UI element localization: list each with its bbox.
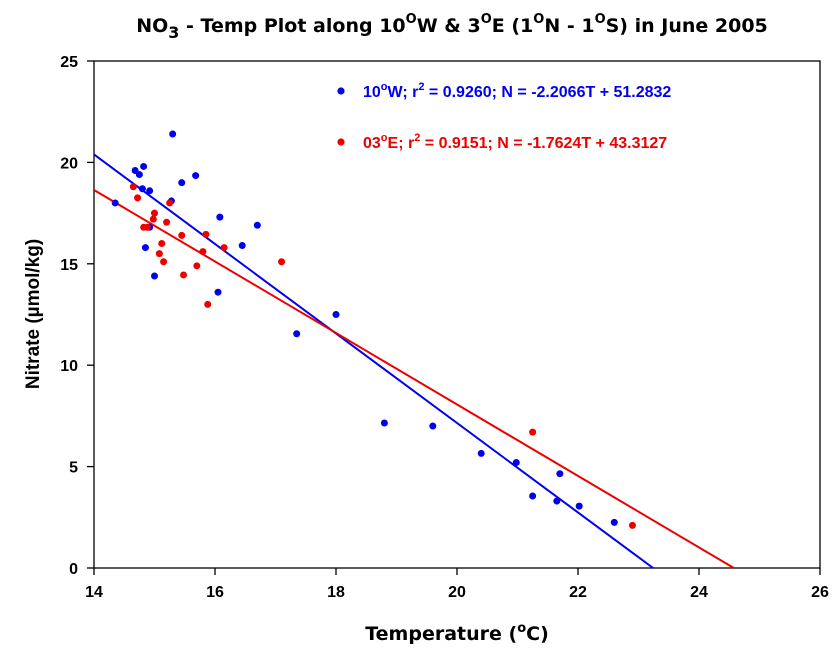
x-tick-label: 18 (327, 584, 345, 601)
regression-line-03e (93, 189, 735, 569)
data-point-03e (143, 223, 151, 231)
data-point-10w (138, 185, 146, 193)
data-point-03e (151, 209, 158, 217)
data-point-03e (158, 240, 166, 248)
data-point-10w (216, 213, 224, 221)
data-point-10w (141, 244, 149, 252)
data-point-10w (135, 171, 143, 179)
data-point-10w (529, 492, 537, 500)
data-point-03e (149, 215, 157, 223)
x-tick-label: 20 (448, 584, 466, 601)
data-point-03e (160, 258, 168, 266)
legend-marker-10w (337, 87, 345, 95)
legend-label-10w: 10oW; r2 = 0.9260; N = -2.2066T + 51.283… (363, 81, 671, 101)
data-point-03e (129, 183, 137, 191)
data-point-03e (193, 262, 201, 270)
data-point-10w (512, 459, 520, 467)
data-point-10w (111, 199, 119, 207)
x-tick-label: 16 (206, 584, 224, 601)
regression-line-10w (93, 153, 654, 569)
data-point-10w (553, 497, 561, 505)
x-tick-label: 24 (690, 584, 708, 601)
data-point-10w (140, 162, 148, 170)
chart-title: NO3 - Temp Plot along 10OW & 3OE (1ON - … (136, 12, 768, 42)
data-point-03e (202, 230, 210, 238)
data-point-03e (529, 428, 537, 436)
data-point-03e (178, 231, 186, 239)
y-tick-label: 20 (60, 155, 78, 172)
y-tick-label: 10 (60, 358, 78, 375)
data-point-03e (155, 250, 163, 258)
data-point-03e (199, 248, 207, 256)
data-point-10w (332, 311, 340, 318)
data-point-03e (204, 300, 212, 308)
legend-label-03e: 03oE; r2 = 0.9151; N = -1.7624T + 43.312… (363, 132, 667, 152)
data-point-10w (477, 449, 485, 457)
y-axis-title: Nitrate (µmol/kg) (23, 239, 44, 389)
y-tick-label: 0 (69, 561, 78, 578)
data-point-03e (220, 244, 228, 252)
data-point-03e (163, 218, 171, 226)
data-point-10w (238, 242, 246, 250)
data-point-10w (293, 330, 301, 338)
data-point-03e (134, 194, 142, 202)
data-point-10w (429, 422, 437, 430)
legend-marker-03e (337, 138, 345, 146)
legend: 10oW; r2 = 0.9260; N = -2.2066T + 51.283… (337, 81, 671, 152)
x-tick-label: 14 (85, 584, 103, 601)
y-tick-label: 15 (60, 257, 78, 274)
data-point-10w (169, 130, 177, 138)
data-point-10w (151, 272, 158, 280)
x-tick-label: 26 (811, 584, 829, 601)
data-points (111, 130, 636, 529)
data-point-03e (166, 199, 174, 207)
y-tick-label: 25 (60, 54, 78, 71)
x-axis: 14 16 18 20 22 24 26 (85, 568, 829, 601)
data-point-10w (610, 518, 618, 526)
data-point-10w (575, 502, 583, 510)
data-point-03e (628, 521, 636, 529)
data-point-10w (253, 221, 261, 229)
x-tick-label: 22 (569, 584, 587, 601)
data-point-10w (146, 187, 154, 195)
regression-lines (93, 153, 735, 569)
data-point-03e (180, 271, 188, 279)
data-point-10w (214, 288, 222, 296)
y-axis: 0 5 10 15 20 25 (60, 54, 94, 578)
data-point-03e (278, 258, 286, 266)
data-point-10w (556, 470, 564, 478)
y-tick-label: 5 (69, 460, 78, 477)
data-point-10w (192, 172, 200, 180)
data-point-10w (380, 419, 388, 427)
x-axis-title: Temperature (oC) (365, 621, 549, 645)
data-point-10w (178, 179, 186, 187)
